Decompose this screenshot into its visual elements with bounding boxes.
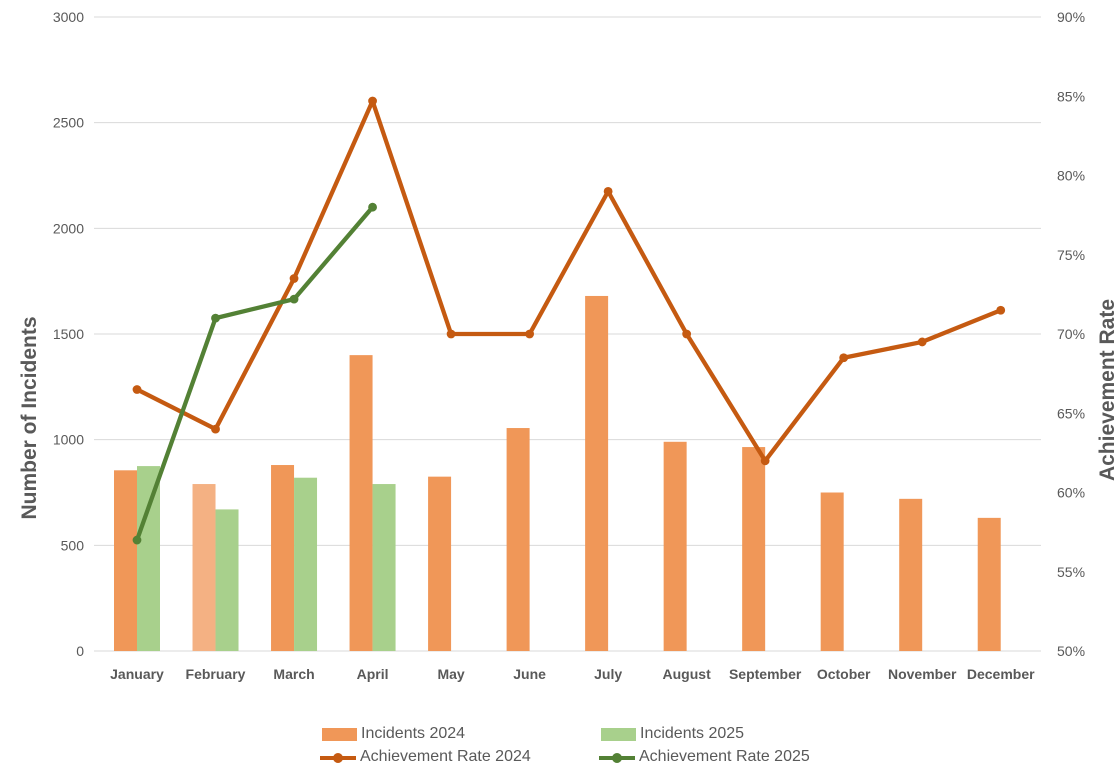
point-marker (211, 424, 220, 434)
left-axis-tick-label: 1500 (53, 326, 84, 342)
right-axis-tick-label: 60% (1057, 485, 1085, 501)
right-axis-tick-label: 75% (1057, 247, 1085, 263)
point-marker (132, 385, 142, 394)
point-marker (682, 329, 692, 339)
month-label: July (594, 666, 622, 682)
month-label: January (110, 666, 164, 682)
month-label: May (437, 666, 464, 682)
right-axis-tick-label: 90% (1057, 9, 1085, 25)
month-label: February (186, 666, 246, 682)
point-marker (760, 456, 770, 466)
bar-incidents-2024 (349, 355, 373, 651)
chart-plot-area: 0 500 1000 1500 2000 2500 3000 50% 55% 60% 65% 70% 7… (53, 9, 1085, 682)
right-axis-tick-label: 55% (1057, 564, 1085, 580)
point-marker (917, 337, 927, 347)
month-label: December (967, 666, 1035, 682)
legend-label-achievement-2024: Achievement Rate 2024 (360, 748, 531, 765)
point-marker (289, 294, 299, 304)
month-label: March (273, 666, 314, 682)
bar-incidents-2025 (372, 484, 396, 651)
legend-swatch-incidents-2025-icon (601, 727, 636, 741)
right-axis-tick-label: 85% (1057, 88, 1085, 104)
right-axis-tick-label: 80% (1057, 168, 1085, 184)
point-marker (603, 186, 613, 196)
point-marker (839, 353, 849, 363)
right-axis-tick-label: 70% (1057, 326, 1085, 342)
legend-label-achievement-2025: Achievement Rate 2025 (639, 748, 810, 765)
legend-label-incidents-2024: Incidents 2024 (361, 725, 466, 742)
bar-incidents-2025 (294, 477, 318, 651)
right-axis-title: Achievement Rate (1096, 298, 1119, 482)
right-axis-tick-label: 50% (1057, 643, 1085, 659)
month-label: October (817, 666, 871, 682)
bar-incidents-2024 (663, 441, 687, 651)
month-label: August (663, 666, 712, 682)
left-axis-tick-label: 500 (61, 537, 85, 553)
point-marker (368, 202, 377, 212)
left-axis-tick-label: 0 (76, 643, 84, 659)
left-axis-tick-label: 2500 (53, 115, 84, 131)
left-axis-tick-label: 2000 (53, 220, 84, 236)
bar-incidents-2024 (742, 447, 766, 651)
right-axis-tick-label: 65% (1057, 405, 1085, 421)
bar-incidents-2025 (215, 509, 239, 651)
bar-incidents-2024 (506, 428, 530, 651)
point-marker (525, 329, 534, 339)
bar-incidents-2024 (428, 476, 452, 651)
month-label: November (888, 666, 957, 682)
legend-item-achievement-2025: Achievement Rate 2025 (599, 748, 810, 766)
line-achievement-rate-2024 (134, 98, 1003, 463)
legend-item-incidents-2025: Incidents 2025 (601, 725, 744, 743)
legend-swatch-achievement-2025-icon (599, 751, 635, 764)
bar-incidents-2024 (271, 465, 295, 651)
bar-incidents-2024 (585, 295, 609, 651)
month-label: April (357, 666, 389, 682)
point-marker (211, 313, 220, 323)
left-axis-title: Number of Incidents (18, 316, 41, 520)
point-marker (996, 305, 1006, 315)
month-label: June (513, 666, 546, 682)
legend-item-incidents-2024: Incidents 2024 (322, 725, 465, 743)
point-marker (368, 96, 377, 106)
bar-incidents-2024 (192, 484, 216, 651)
left-axis-tick-label: 3000 (53, 9, 84, 25)
point-marker (132, 535, 142, 545)
left-axis-tick-label: 1000 (53, 432, 84, 448)
bar-incidents-2024 (114, 470, 137, 651)
legend-swatch-achievement-2024-icon (320, 751, 356, 764)
legend-swatch-incidents-2024-icon (322, 727, 357, 741)
legend-label-incidents-2025: Incidents 2025 (640, 725, 745, 742)
bar-incidents-2024 (820, 492, 844, 651)
line-achievement-rate-2025 (134, 205, 375, 543)
month-label: September (729, 666, 802, 682)
point-marker (446, 329, 456, 339)
bar-incidents-2025 (137, 466, 160, 651)
bar-incidents-2024 (977, 517, 1001, 651)
bar-incidents-2024 (899, 498, 923, 651)
point-marker (289, 274, 299, 283)
legend-item-achievement-2024: Achievement Rate 2024 (320, 748, 531, 766)
